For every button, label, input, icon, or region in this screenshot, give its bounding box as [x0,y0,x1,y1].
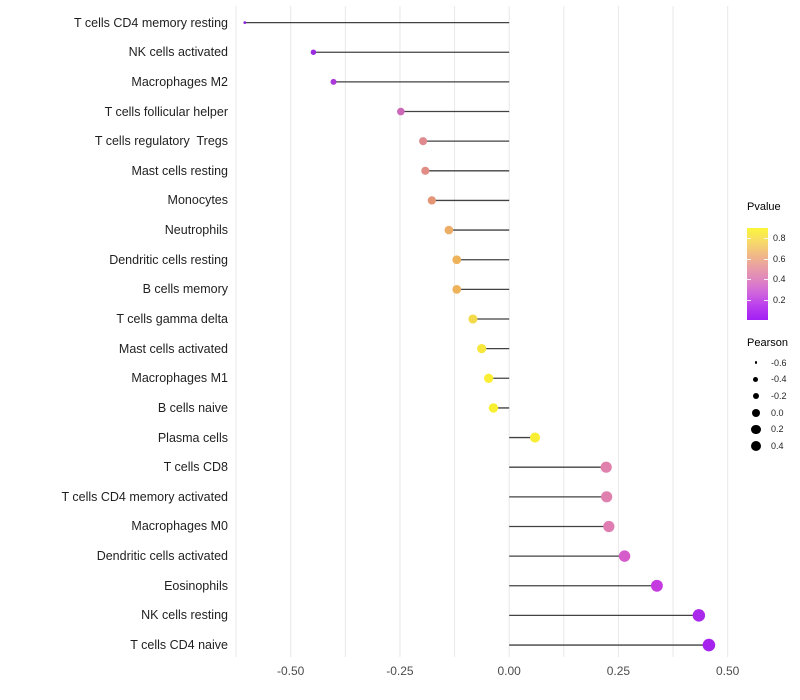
x-tick-label: 0.25 [606,664,631,678]
lollipop-dot [452,255,462,265]
lollipop-dot [330,78,337,85]
pvalue-tick-label: 0.2 [773,294,786,305]
category-label: Macrophages M0 [131,519,228,534]
category-label: Dendritic cells activated [96,549,228,564]
pearson-key-label: 0.0 [771,407,784,418]
category-label: Monocytes [167,193,228,208]
pearson-key-dot [754,361,758,364]
lollipop-dot [310,49,317,55]
category-label: Mast cells resting [131,163,228,178]
category-label: Macrophages M2 [131,74,228,89]
lollipop-dot [427,196,436,205]
pearson-legend-entry: -0.6 [744,354,800,371]
pvalue-tick-mark [747,238,751,240]
lollipop-dot [243,21,247,24]
pvalue-tick-mark [747,279,751,281]
pvalue-colorbar [747,228,768,320]
category-label: T cells regulatory Tregs [94,134,228,149]
category-label: B cells memory [142,282,228,297]
lollipop-dot [477,344,487,354]
lollipop-dot [692,609,706,622]
pearson-legend-entry: -0.4 [744,371,800,388]
lollipop-dot [618,550,631,562]
lollipop-dot [529,432,541,443]
pvalue-tick-label: 0.4 [773,274,786,285]
pearson-key-dot [751,424,761,434]
pvalue-tick-label: 0.6 [773,253,786,264]
lollipop-dot [484,373,494,383]
category-label: NK cells activated [128,45,228,60]
pearson-legend-entry: 0.4 [744,438,800,455]
lollipop-dot [601,491,613,503]
pearson-legend-entry: 0.0 [744,404,800,421]
category-label: Plasma cells [157,430,228,445]
lollipop-dot [650,579,663,592]
category-label: Macrophages M1 [131,371,228,386]
pearson-key-dot [753,376,759,382]
lollipop-dot [444,225,454,235]
category-label: T cells CD8 [163,460,228,475]
pearson-key-dot [750,440,762,452]
lollipop-dot [603,520,615,533]
pvalue-tick-mark [747,299,751,301]
pearson-legend-entry: -0.2 [744,387,800,404]
lollipop-dot [421,166,430,175]
x-tick-label: 0.50 [716,664,740,678]
category-label: T cells follicular helper [104,104,228,119]
x-tick-label: -0.25 [386,664,414,678]
category-label: T cells CD4 memory resting [74,15,228,30]
pvalue-legend-title: Pvalue [747,201,781,213]
pearson-legend-title: Pearson [747,337,788,349]
pearson-key-label: 0.4 [771,441,784,451]
pvalue-tick-mark [764,238,768,240]
pearson-key-label: -0.6 [771,357,787,368]
lollipop-dot [488,403,499,413]
pearson-key-label: 0.2 [771,424,784,435]
lollipop-dot [452,284,462,294]
pearson-key-label: -0.4 [771,374,787,385]
lollipop-dot [419,137,428,146]
pvalue-tick-mark [764,279,768,281]
pvalue-tick-mark [764,299,768,301]
x-tick-label: 0.00 [497,664,521,678]
category-label: Mast cells activated [118,341,228,356]
pearson-key-dot [752,392,760,400]
pvalue-tick-mark [764,258,768,260]
category-label: Dendritic cells resting [109,252,228,267]
lollipop-dot [702,638,716,652]
pvalue-tick-mark [747,258,751,260]
x-tick-label: -0.50 [277,664,305,678]
pvalue-tick-label: 0.8 [773,233,786,244]
pearson-key-label: -0.2 [771,390,787,401]
category-label: NK cells resting [141,608,228,623]
category-label: B cells naive [157,400,228,415]
category-label: T cells CD4 naive [130,638,228,653]
category-label: T cells CD4 memory activated [61,489,229,504]
lollipop-dot [600,461,612,473]
lollipop-dot [468,314,478,324]
category-label: Neutrophils [164,223,228,238]
pearson-legend-entry: 0.2 [744,421,800,438]
pearson-key-dot [752,408,760,417]
category-label: T cells gamma delta [116,312,228,326]
category-label: Eosinophils [164,578,228,593]
lollipop-dot [397,107,405,116]
